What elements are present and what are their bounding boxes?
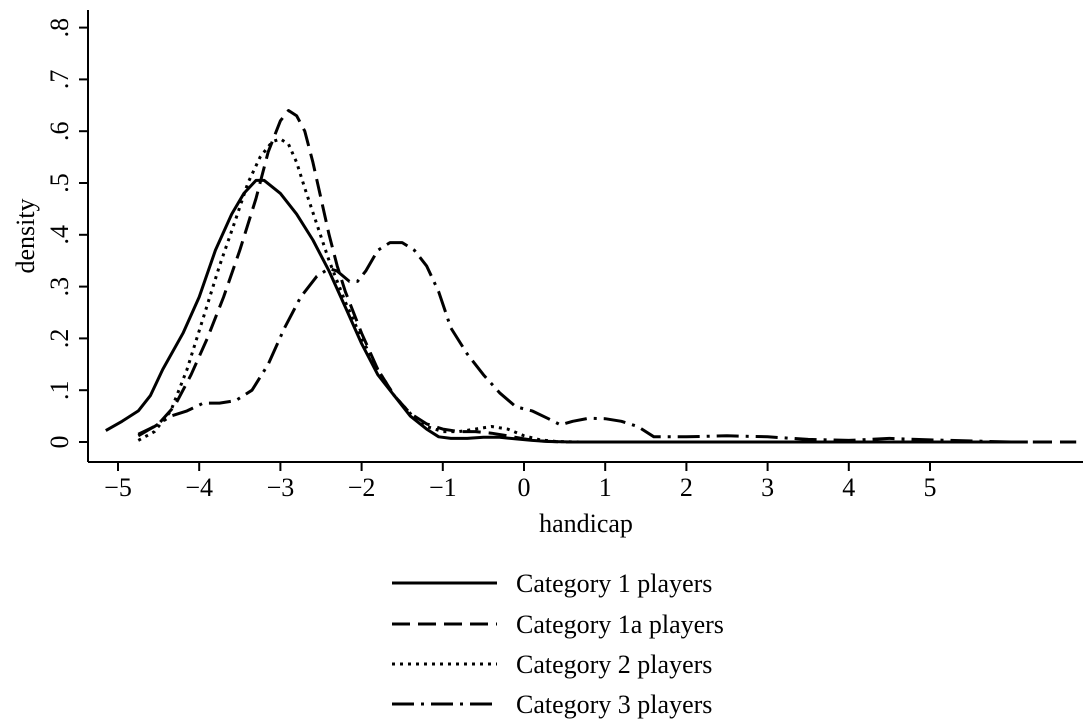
legend-label-4: Category 3 players — [516, 690, 712, 719]
x-tick-label: 0 — [518, 473, 531, 502]
x-tick-label: 1 — [599, 473, 612, 502]
series-line-1 — [105, 178, 1028, 444]
y-axis-ticks: 0 .1 .2 .3 .4 .5 .6 .7 .8 — [45, 18, 88, 449]
series-line-4 — [137, 241, 1012, 444]
legend: Category 1 players Category 1a players Cat… — [392, 569, 724, 719]
x-axis-title: handicap — [539, 509, 633, 538]
x-tick-label: −3 — [267, 473, 295, 502]
x-axis-ticks: −5 −4 −3 −2 −1 0 1 2 3 4 5 — [104, 462, 937, 502]
x-tick-label: −1 — [429, 473, 457, 502]
y-tick-label: .1 — [45, 380, 74, 400]
x-tick-label: −4 — [185, 473, 213, 502]
x-tick-label: −2 — [348, 473, 376, 502]
axes — [87, 10, 1083, 463]
series-line-3 — [137, 137, 1052, 444]
y-tick-label: .6 — [45, 121, 74, 141]
y-tick-label: .5 — [45, 173, 74, 193]
y-tick-label: .8 — [45, 18, 74, 37]
plot-lines — [105, 109, 1077, 444]
x-tick-label: 2 — [680, 473, 693, 502]
y-axis-title: density — [11, 198, 40, 273]
x-tick-label: −5 — [104, 473, 132, 502]
x-tick-label: 4 — [842, 473, 855, 502]
y-tick-label: .2 — [45, 329, 74, 349]
x-tick-label: 3 — [761, 473, 774, 502]
y-tick-label: .4 — [45, 225, 74, 245]
y-tick-label: 0 — [45, 436, 74, 449]
y-tick-label: .3 — [45, 277, 74, 297]
legend-label-3: Category 2 players — [516, 650, 712, 679]
legend-label-2: Category 1a players — [516, 610, 724, 639]
legend-label-1: Category 1 players — [516, 569, 712, 598]
x-tick-label: 5 — [924, 473, 937, 502]
series-line-2 — [137, 109, 1077, 444]
y-tick-label: .7 — [45, 70, 74, 90]
